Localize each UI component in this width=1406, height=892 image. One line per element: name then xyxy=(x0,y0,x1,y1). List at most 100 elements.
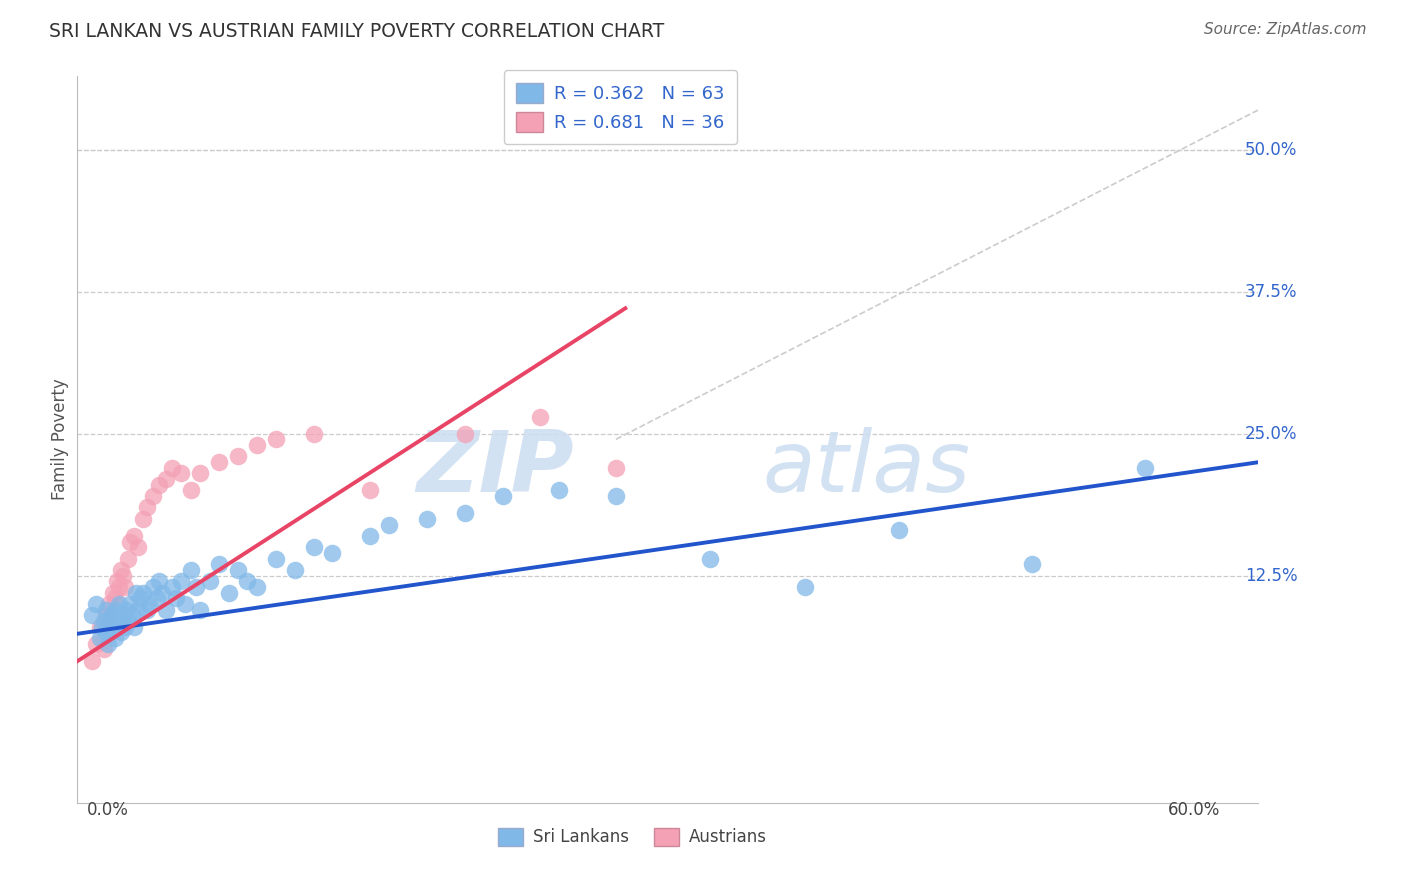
Point xyxy=(454,506,477,520)
Text: 37.5%: 37.5% xyxy=(1246,283,1298,301)
Point xyxy=(264,432,287,446)
Y-axis label: Family Poverty: Family Poverty xyxy=(51,378,69,500)
Point xyxy=(104,603,127,617)
Point xyxy=(284,563,307,577)
Point xyxy=(93,614,115,628)
Point xyxy=(188,603,211,617)
Text: ZIP: ZIP xyxy=(416,427,574,510)
Point xyxy=(416,512,439,526)
Point xyxy=(246,580,269,594)
Point xyxy=(198,574,221,589)
Point xyxy=(82,654,104,668)
Point xyxy=(128,591,150,606)
Point xyxy=(110,563,132,577)
Text: Source: ZipAtlas.com: Source: ZipAtlas.com xyxy=(1204,22,1367,37)
Point xyxy=(98,614,121,628)
Point xyxy=(93,642,115,657)
Point xyxy=(208,558,231,572)
Point xyxy=(174,597,197,611)
Point xyxy=(302,426,325,441)
Point xyxy=(208,455,231,469)
Point xyxy=(105,574,128,589)
Point xyxy=(103,620,125,634)
Point xyxy=(180,483,202,498)
Point xyxy=(100,608,122,623)
Point xyxy=(699,551,721,566)
Point xyxy=(94,625,117,640)
Point xyxy=(104,591,127,606)
Point xyxy=(155,603,177,617)
Text: 0.0%: 0.0% xyxy=(87,800,129,819)
Point xyxy=(132,585,155,599)
Text: 50.0%: 50.0% xyxy=(1246,141,1298,159)
Point xyxy=(108,597,131,611)
Point xyxy=(127,603,149,617)
Point xyxy=(97,637,120,651)
Point xyxy=(150,585,173,599)
Point xyxy=(115,603,138,617)
Point xyxy=(218,585,240,599)
Text: 12.5%: 12.5% xyxy=(1246,566,1298,584)
Point xyxy=(142,580,165,594)
Point xyxy=(98,597,121,611)
Point xyxy=(100,614,122,628)
Point xyxy=(226,563,249,577)
Point xyxy=(1021,558,1043,572)
Point xyxy=(264,551,287,566)
Point xyxy=(136,603,159,617)
Point xyxy=(105,614,128,628)
Point xyxy=(142,489,165,503)
Point xyxy=(82,608,104,623)
Point xyxy=(170,574,193,589)
Point xyxy=(889,523,911,537)
Point xyxy=(127,540,149,554)
Point xyxy=(160,580,183,594)
Point xyxy=(148,574,170,589)
Point xyxy=(145,591,167,606)
Point xyxy=(114,580,136,594)
Point xyxy=(246,438,269,452)
Point xyxy=(793,580,815,594)
Point xyxy=(111,568,134,582)
Point xyxy=(491,489,513,503)
Point xyxy=(89,620,111,634)
Point xyxy=(90,620,112,634)
Point xyxy=(378,517,401,532)
Point xyxy=(114,620,136,634)
Point xyxy=(454,426,477,441)
Text: 25.0%: 25.0% xyxy=(1246,425,1298,442)
Point xyxy=(138,597,160,611)
Point xyxy=(136,500,159,515)
Point xyxy=(120,597,142,611)
Point xyxy=(321,546,343,560)
Point xyxy=(160,460,183,475)
Point xyxy=(94,603,117,617)
Point xyxy=(84,597,107,611)
Point xyxy=(302,540,325,554)
Point xyxy=(188,467,211,481)
Point xyxy=(117,614,139,628)
Point xyxy=(605,460,627,475)
Point xyxy=(111,608,134,623)
Point xyxy=(148,477,170,491)
Text: 60.0%: 60.0% xyxy=(1168,800,1220,819)
Point xyxy=(180,563,202,577)
Point xyxy=(122,529,145,543)
Point xyxy=(236,574,259,589)
Text: atlas: atlas xyxy=(762,427,970,510)
Point xyxy=(1133,460,1156,475)
Point xyxy=(117,551,139,566)
Point xyxy=(170,467,193,481)
Legend: Sri Lankans, Austrians: Sri Lankans, Austrians xyxy=(488,818,778,856)
Point xyxy=(529,409,551,424)
Text: SRI LANKAN VS AUSTRIAN FAMILY POVERTY CORRELATION CHART: SRI LANKAN VS AUSTRIAN FAMILY POVERTY CO… xyxy=(49,22,665,41)
Point xyxy=(155,472,177,486)
Point xyxy=(548,483,571,498)
Point xyxy=(122,620,145,634)
Point xyxy=(108,580,131,594)
Point xyxy=(84,637,107,651)
Point xyxy=(359,483,381,498)
Point xyxy=(89,631,111,645)
Point xyxy=(103,585,125,599)
Point xyxy=(359,529,381,543)
